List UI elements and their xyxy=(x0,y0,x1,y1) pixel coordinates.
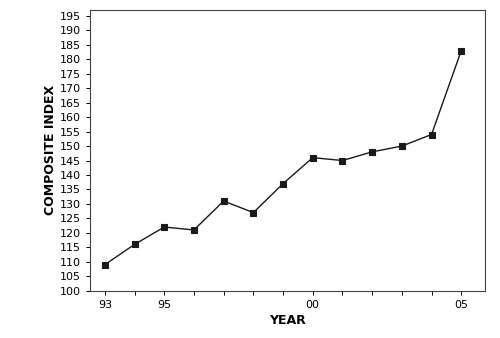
X-axis label: YEAR: YEAR xyxy=(269,314,306,327)
Y-axis label: COMPOSITE INDEX: COMPOSITE INDEX xyxy=(44,86,57,215)
